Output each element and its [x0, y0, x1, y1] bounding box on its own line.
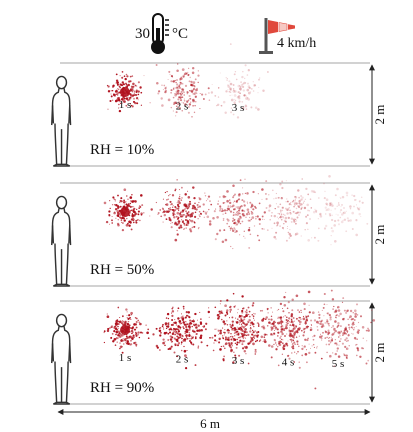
- droplet-cloud: [243, 290, 335, 390]
- droplet-cloud: [261, 178, 318, 242]
- droplet-cloud: [208, 43, 269, 119]
- wind-speed: 4 km/h: [277, 36, 316, 51]
- time-label: 3 s: [232, 355, 245, 367]
- rh-label: RH = 10%: [90, 142, 154, 158]
- time-label: 4 s: [282, 357, 295, 369]
- droplet-cloud: [106, 71, 143, 113]
- rh-label: RH = 50%: [90, 262, 154, 278]
- panel-3: 2 m 1 s 2 s 3 s 4 s 5 s RH = 90%: [51, 289, 387, 405]
- person-icon: [51, 313, 72, 405]
- person-icon: [51, 75, 72, 167]
- time-label: 2 s: [176, 101, 189, 113]
- header: 30 °C 4 km/h: [135, 13, 316, 54]
- height-label: 2 m: [372, 105, 387, 125]
- droplet-cloud: [103, 188, 145, 232]
- droplet-cloud: [143, 63, 220, 118]
- height-label: 2 m: [372, 343, 387, 363]
- length-label: 6 m: [200, 416, 220, 431]
- panels: 2 m 1 s 2 s 3 s RH = 10% 2 m RH = 50% 2 m 1 s 2 s…: [51, 43, 387, 405]
- windsock-icon: [259, 18, 295, 54]
- time-label: 2 s: [176, 354, 189, 366]
- panel-2: 2 m RH = 50%: [51, 175, 387, 287]
- droplet-cloud: [103, 306, 150, 354]
- temperature-value: 30: [135, 26, 150, 42]
- droplet-cloud: [200, 292, 273, 365]
- droplet-cloud: [198, 178, 276, 250]
- person-icon: [51, 195, 72, 287]
- thermometer-icon: [151, 13, 169, 54]
- height-label: 2 m: [372, 225, 387, 245]
- temperature-unit: °C: [172, 26, 188, 42]
- panel-1: 2 m 1 s 2 s 3 s RH = 10%: [51, 43, 387, 167]
- length-dimension: 6 m: [57, 409, 371, 431]
- rh-label: RH = 90%: [90, 380, 154, 396]
- droplet-cloud: [301, 175, 369, 246]
- droplet-cloud: [140, 179, 213, 242]
- time-label: 5 s: [332, 358, 345, 370]
- droplet-cloud: [301, 289, 376, 368]
- time-label: 1 s: [119, 352, 132, 364]
- droplet-cloud: [146, 305, 211, 370]
- time-label: 1 s: [119, 99, 132, 111]
- time-label: 3 s: [232, 102, 245, 114]
